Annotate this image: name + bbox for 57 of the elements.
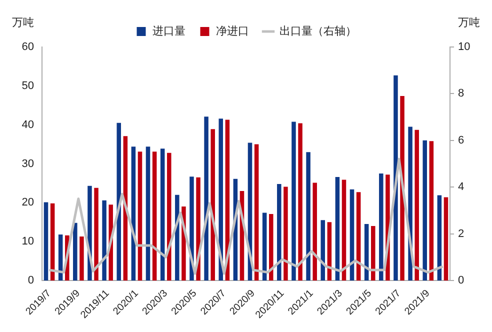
bar — [138, 152, 142, 280]
bar — [298, 123, 302, 280]
y-tick-label: 10 — [22, 236, 34, 248]
bar — [292, 122, 296, 280]
bar — [277, 184, 282, 280]
bar — [269, 214, 274, 280]
bar — [350, 189, 354, 280]
bar — [394, 75, 398, 280]
bar — [80, 236, 84, 280]
bar — [160, 148, 165, 280]
bar — [94, 188, 98, 280]
bar — [44, 202, 48, 280]
y-tick-label: 40 — [22, 118, 34, 131]
bar — [146, 146, 150, 280]
legend-label: 净进口 — [216, 24, 249, 38]
bar — [218, 118, 223, 280]
y-tick-label: 60 — [22, 41, 34, 54]
y2-tick-label: 0 — [458, 274, 464, 287]
bar — [422, 140, 427, 280]
bar — [437, 195, 442, 280]
bar — [102, 200, 106, 280]
bar — [262, 212, 267, 280]
bar — [306, 152, 310, 280]
bar — [379, 173, 384, 280]
bar — [73, 222, 78, 280]
y-tick-label: 30 — [22, 158, 34, 170]
y2-tick-label: 8 — [458, 88, 464, 100]
bar — [335, 176, 340, 280]
bar — [254, 144, 259, 280]
bar — [327, 222, 332, 280]
y-tick-label: 50 — [22, 80, 34, 92]
bar — [356, 192, 361, 280]
bar — [342, 180, 346, 280]
bar — [50, 203, 55, 280]
bar — [167, 152, 172, 280]
bar — [429, 141, 434, 280]
bar — [210, 129, 215, 280]
y-tick-label: 0 — [28, 274, 34, 287]
y2-tick-label: 2 — [458, 228, 464, 240]
legend-label: 进口量 — [152, 24, 186, 38]
y2-axis-title: 万吨 — [458, 16, 480, 30]
y-axis-title: 万吨 — [12, 16, 34, 30]
bar — [414, 130, 419, 280]
bar — [116, 122, 121, 280]
bar — [175, 194, 180, 280]
bar — [320, 220, 325, 280]
y2-tick-label: 4 — [458, 181, 464, 194]
bar — [284, 186, 288, 280]
bar — [204, 116, 208, 280]
y2-tick-label: 6 — [458, 134, 464, 146]
y-tick-label: 20 — [22, 196, 34, 209]
legend-label: 出口量（右轴） — [279, 24, 356, 38]
bar — [444, 197, 448, 280]
bar — [312, 182, 317, 280]
y2-tick-label: 10 — [458, 41, 470, 54]
bar — [371, 226, 376, 280]
bar — [152, 152, 157, 280]
